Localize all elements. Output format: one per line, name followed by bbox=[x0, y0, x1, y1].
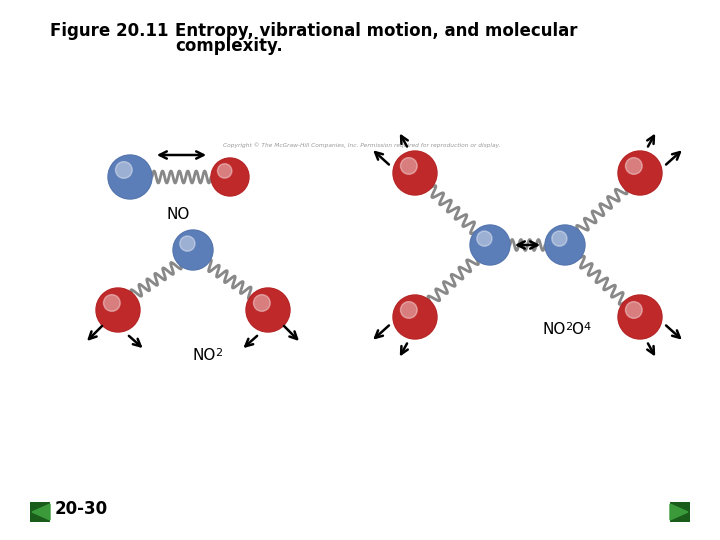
Circle shape bbox=[545, 225, 585, 265]
Polygon shape bbox=[32, 504, 50, 520]
Circle shape bbox=[618, 295, 662, 339]
Text: NO: NO bbox=[166, 207, 189, 222]
Circle shape bbox=[217, 164, 232, 178]
Circle shape bbox=[470, 225, 510, 265]
Circle shape bbox=[477, 231, 492, 246]
Circle shape bbox=[400, 158, 417, 174]
Circle shape bbox=[246, 288, 290, 332]
Circle shape bbox=[400, 302, 417, 318]
Text: 2: 2 bbox=[565, 322, 572, 332]
Circle shape bbox=[552, 231, 567, 246]
Circle shape bbox=[211, 158, 249, 196]
Text: Figure 20.11: Figure 20.11 bbox=[50, 22, 168, 40]
Circle shape bbox=[618, 151, 662, 195]
Text: O: O bbox=[571, 322, 583, 337]
Text: Copyright © The McGraw-Hill Companies, Inc. Permission required for reproduction: Copyright © The McGraw-Hill Companies, I… bbox=[223, 142, 500, 148]
Circle shape bbox=[108, 155, 152, 199]
Circle shape bbox=[96, 288, 140, 332]
Text: 20-30: 20-30 bbox=[55, 500, 108, 518]
Circle shape bbox=[173, 230, 213, 270]
FancyBboxPatch shape bbox=[30, 502, 50, 522]
Text: NO: NO bbox=[193, 348, 217, 363]
Circle shape bbox=[626, 158, 642, 174]
Polygon shape bbox=[670, 504, 688, 520]
Circle shape bbox=[115, 161, 132, 178]
Text: 4: 4 bbox=[583, 322, 590, 332]
Text: NO: NO bbox=[543, 322, 567, 337]
Circle shape bbox=[393, 295, 437, 339]
Text: Entropy, vibrational motion, and molecular: Entropy, vibrational motion, and molecul… bbox=[175, 22, 577, 40]
Circle shape bbox=[626, 302, 642, 318]
Circle shape bbox=[104, 295, 120, 312]
Text: complexity.: complexity. bbox=[175, 37, 283, 55]
FancyBboxPatch shape bbox=[670, 502, 690, 522]
Circle shape bbox=[253, 295, 270, 312]
Circle shape bbox=[180, 236, 195, 251]
Circle shape bbox=[393, 151, 437, 195]
Text: 2: 2 bbox=[215, 348, 222, 358]
